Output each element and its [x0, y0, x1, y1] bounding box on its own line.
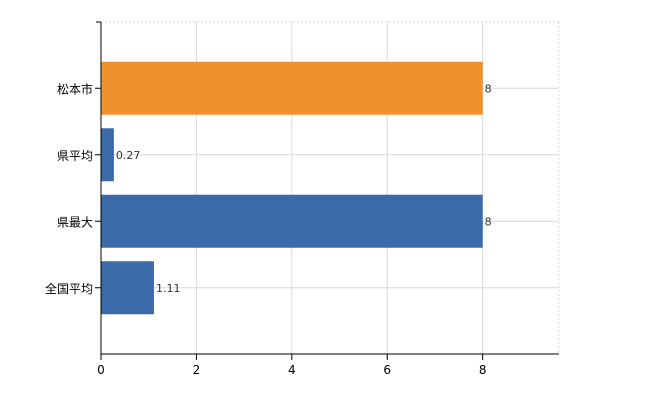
- axes: [95, 21, 559, 360]
- x-tick-label: 4: [288, 363, 296, 377]
- y-tick-label: 全国平均: [45, 281, 93, 296]
- data-label: 8: [485, 82, 492, 95]
- bar: [101, 128, 114, 182]
- y-tick-label: 県平均: [57, 149, 93, 163]
- data-label: 8: [485, 215, 492, 228]
- x-tick-label: 0: [97, 363, 105, 377]
- bar: [101, 261, 154, 315]
- data-label: 1.11: [156, 282, 181, 295]
- y-tick-label: 県最大: [57, 215, 93, 229]
- x-tick-label: 6: [383, 363, 391, 377]
- x-tick-label: 2: [193, 363, 201, 377]
- data-label: 0.27: [116, 149, 141, 162]
- x-tick-label: 8: [479, 363, 487, 377]
- y-tick-label: 松本市: [57, 81, 93, 96]
- bar: [101, 61, 483, 115]
- bars: [101, 61, 483, 315]
- bar: [101, 194, 483, 248]
